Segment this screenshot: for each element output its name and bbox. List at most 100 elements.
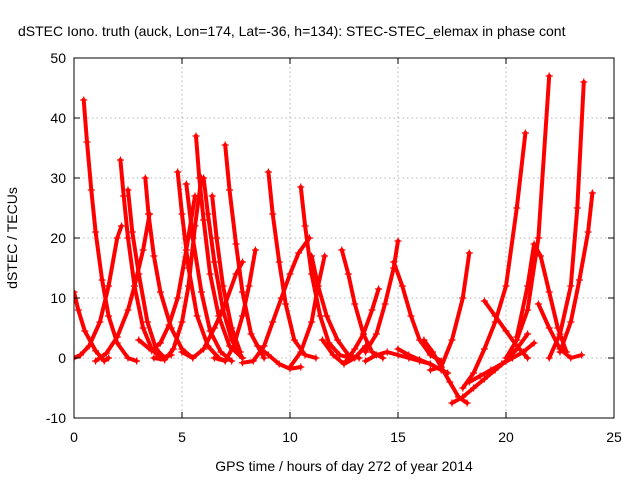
y-tick-label: 40 bbox=[50, 110, 66, 126]
data-point-marker bbox=[269, 318, 277, 326]
data-point-marker bbox=[588, 189, 596, 197]
data-point-marker bbox=[87, 186, 95, 194]
data-point-marker bbox=[150, 354, 158, 362]
data-point-marker bbox=[264, 351, 272, 359]
data-point-marker bbox=[394, 351, 402, 359]
data-point-marker bbox=[128, 228, 136, 236]
data-point-marker bbox=[282, 300, 290, 308]
data-point-marker bbox=[210, 258, 218, 266]
data-point-marker bbox=[502, 354, 510, 362]
x-tick-label: 10 bbox=[282, 429, 298, 445]
data-point-marker bbox=[210, 324, 218, 332]
series-19 bbox=[264, 168, 320, 362]
data-point-marker bbox=[118, 222, 126, 230]
data-point-marker bbox=[102, 349, 110, 357]
series-4 bbox=[92, 210, 154, 365]
data-point-marker bbox=[141, 174, 149, 182]
y-tick-label: 10 bbox=[50, 290, 66, 306]
data-point-marker bbox=[502, 327, 510, 335]
y-tick-label: 50 bbox=[50, 50, 66, 66]
series-line bbox=[240, 236, 312, 365]
data-point-marker bbox=[297, 183, 305, 191]
data-point-marker bbox=[463, 399, 471, 407]
data-point-marker bbox=[530, 240, 538, 248]
data-point-marker bbox=[426, 360, 434, 368]
series-line bbox=[126, 188, 167, 360]
data-point-marker bbox=[398, 282, 406, 290]
data-point-marker bbox=[182, 180, 190, 188]
data-point-marker bbox=[459, 393, 467, 401]
data-point-marker bbox=[200, 216, 208, 224]
data-point-marker bbox=[124, 234, 132, 242]
data-point-marker bbox=[297, 348, 305, 356]
data-point-marker bbox=[297, 363, 305, 371]
data-point-marker bbox=[379, 354, 387, 362]
data-point-marker bbox=[145, 210, 153, 218]
data-point-marker bbox=[238, 359, 246, 367]
data-point-marker bbox=[238, 288, 246, 296]
data-point-marker bbox=[567, 282, 575, 290]
data-point-marker bbox=[383, 348, 391, 356]
data-point-marker bbox=[359, 330, 367, 338]
series-line bbox=[450, 332, 530, 405]
data-point-marker bbox=[480, 345, 488, 353]
data-point-marker bbox=[174, 294, 182, 302]
data-point-marker bbox=[390, 258, 398, 266]
data-point-marker bbox=[338, 246, 346, 254]
data-point-marker bbox=[206, 270, 214, 278]
y-tick-label: -10 bbox=[46, 410, 66, 426]
y-axis-label: dSTEC / TECUs bbox=[4, 187, 20, 289]
data-point-marker bbox=[275, 360, 283, 368]
data-point-marker bbox=[362, 357, 370, 365]
data-point-marker bbox=[295, 249, 303, 257]
data-point-marker bbox=[308, 318, 316, 326]
data-point-marker bbox=[567, 318, 575, 326]
data-point-marker bbox=[124, 306, 132, 314]
data-point-marker bbox=[161, 356, 169, 364]
data-point-marker bbox=[260, 342, 268, 350]
data-point-marker bbox=[228, 324, 236, 332]
data-point-marker bbox=[318, 336, 326, 344]
data-point-marker bbox=[584, 228, 592, 236]
data-point-marker bbox=[416, 356, 424, 364]
data-point-marker bbox=[251, 246, 259, 254]
series-36 bbox=[480, 297, 532, 362]
data-point-marker bbox=[221, 141, 229, 149]
data-point-marker bbox=[135, 336, 143, 344]
series-11 bbox=[182, 180, 236, 365]
series-1 bbox=[74, 222, 126, 362]
data-point-marker bbox=[405, 351, 413, 359]
data-point-marker bbox=[76, 351, 84, 359]
data-point-marker bbox=[197, 288, 205, 296]
data-point-marker bbox=[575, 276, 583, 284]
data-point-marker bbox=[290, 336, 298, 344]
data-point-marker bbox=[113, 333, 121, 341]
data-point-marker bbox=[254, 342, 262, 350]
x-tick-label: 15 bbox=[390, 429, 406, 445]
data-point-marker bbox=[534, 234, 542, 242]
data-point-marker bbox=[245, 282, 253, 290]
data-point-marker bbox=[116, 156, 124, 164]
data-point-marker bbox=[150, 252, 158, 260]
series-line bbox=[118, 158, 174, 360]
data-point-marker bbox=[247, 330, 255, 338]
data-point-marker bbox=[301, 222, 309, 230]
series-40 bbox=[545, 78, 588, 362]
data-point-marker bbox=[420, 336, 428, 344]
data-point-marker bbox=[178, 318, 186, 326]
data-point-marker bbox=[502, 282, 510, 290]
data-point-marker bbox=[334, 336, 342, 344]
data-point-marker bbox=[407, 312, 415, 320]
data-point-marker bbox=[275, 258, 283, 266]
series-12 bbox=[192, 132, 246, 362]
data-point-marker bbox=[200, 174, 208, 182]
x-axis-label: GPS time / hours of day 272 of year 2014 bbox=[215, 458, 473, 474]
data-point-marker bbox=[232, 270, 240, 278]
data-point-marker bbox=[204, 210, 212, 218]
data-point-marker bbox=[448, 399, 456, 407]
data-point-marker bbox=[133, 357, 141, 365]
data-point-marker bbox=[124, 354, 132, 362]
series-25 bbox=[338, 246, 387, 362]
data-point-marker bbox=[219, 282, 227, 290]
data-point-marker bbox=[534, 300, 542, 308]
